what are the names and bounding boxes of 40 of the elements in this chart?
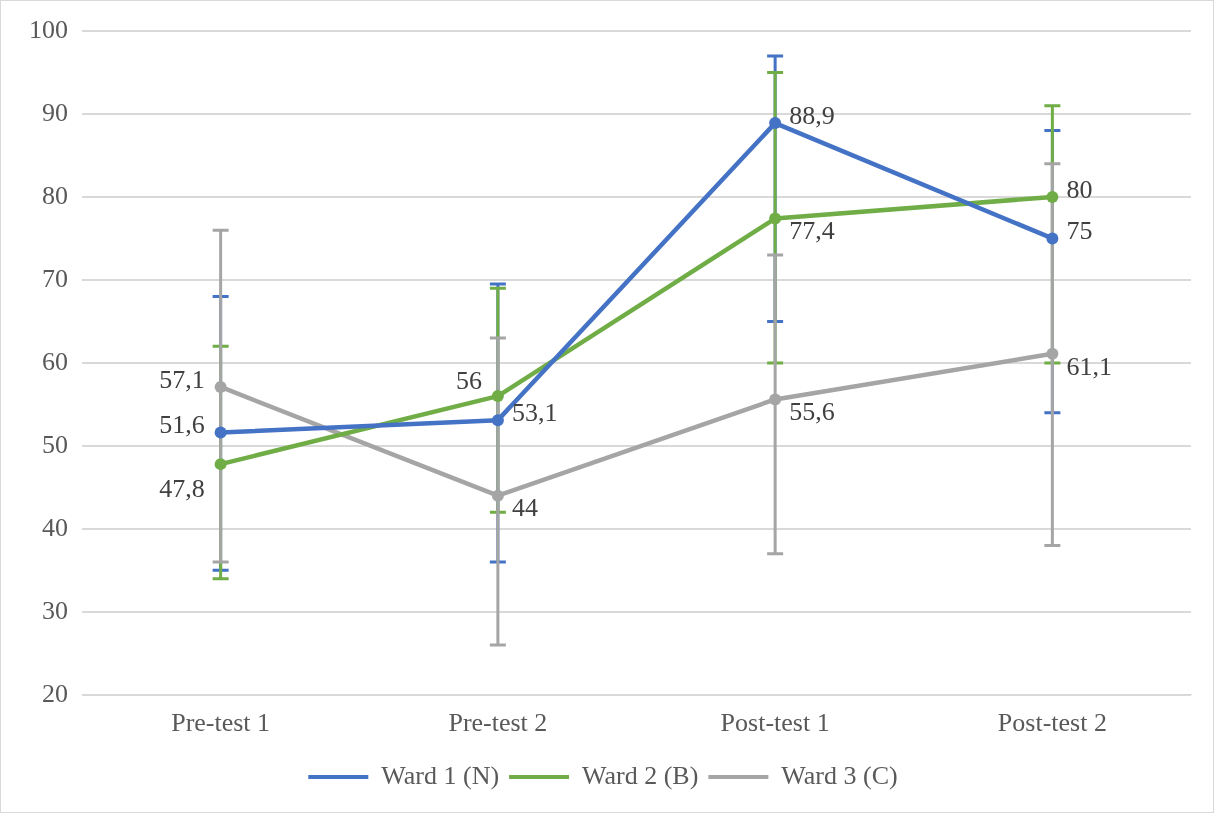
data-label: 53,1 [511, 397, 558, 427]
x-tick-label: Post-test 1 [720, 708, 830, 738]
y-tick-label: 90 [42, 97, 68, 127]
x-tick-label: Post-test 2 [997, 708, 1107, 738]
x-tick-label: Pre-test 1 [171, 708, 271, 738]
point [1046, 190, 1059, 203]
point [769, 393, 782, 406]
point [1046, 347, 1059, 360]
legend-label: Ward 2 (B) [582, 760, 699, 790]
y-tick-label: 80 [42, 180, 68, 210]
y-tick-label: 30 [42, 595, 68, 625]
y-tick-label: 60 [42, 346, 68, 376]
x-tick-label: Pre-test 2 [448, 708, 548, 738]
point [769, 117, 782, 130]
point [769, 212, 782, 225]
data-label: 88,9 [789, 100, 835, 130]
data-label: 57,1 [159, 364, 205, 394]
data-label: 75 [1066, 216, 1093, 246]
legend-label: Ward 3 (C) [781, 760, 898, 790]
point [214, 380, 227, 393]
data-label: 80 [1066, 174, 1093, 204]
data-label: 47,8 [159, 473, 205, 503]
data-label: 61,1 [1066, 351, 1112, 381]
y-tick-label: 40 [42, 512, 68, 542]
data-label: 77,4 [789, 216, 835, 246]
point [214, 458, 227, 471]
y-tick-label: 20 [42, 678, 68, 708]
point [214, 426, 227, 439]
point [491, 489, 504, 502]
y-tick-label: 70 [42, 263, 68, 293]
data-label: 56 [455, 365, 482, 395]
data-label: 51,6 [159, 410, 205, 440]
point [491, 390, 504, 403]
point [491, 414, 504, 427]
legend-label: Ward 1 (N) [381, 760, 500, 790]
point [1046, 232, 1059, 245]
y-tick-label: 50 [42, 429, 68, 459]
data-label: 55,6 [789, 397, 835, 427]
y-tick-label: 100 [29, 14, 68, 44]
data-label: 44 [511, 493, 538, 523]
